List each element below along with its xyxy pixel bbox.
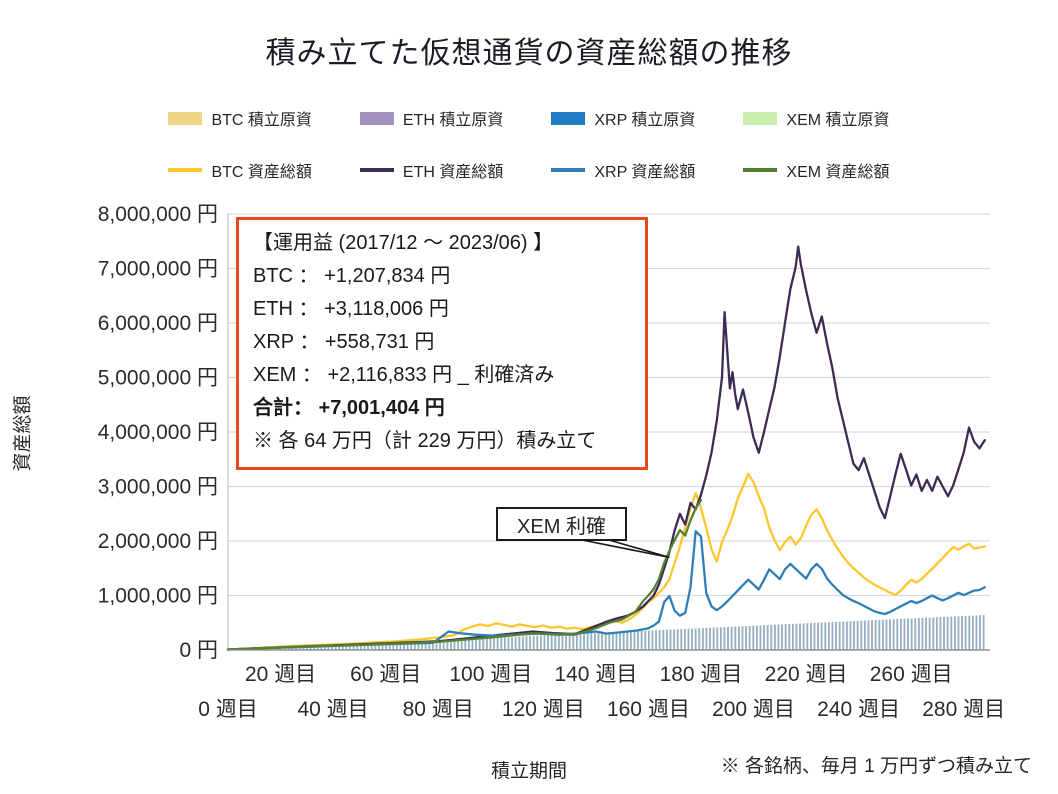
legend-item-eth-asset: ETH 資産総額: [359, 158, 504, 182]
roi-footnote: ※ 各 64 万円（計 229 万円）積み立て: [253, 430, 597, 452]
x-tick-label: 280 週目: [922, 698, 1005, 721]
legend-label-btc-principal: BTC 積立原資: [211, 112, 312, 129]
legend-item-xem-asset: XEM 資産総額: [743, 158, 890, 182]
x-tick-label: 220 週目: [765, 663, 848, 686]
legend-item-xrp-asset: XRP 資産総額: [551, 158, 695, 182]
xem-asset-swatch-icon: [743, 168, 778, 172]
y-tick-label: 5,000,000 円: [98, 367, 218, 390]
legend-row-principal: BTC 積立原資 ETH 積立原資 XRP 積立原資 XEM 積立原資: [0, 106, 1058, 130]
legend-label-xrp-principal: XRP 積立原資: [594, 112, 696, 129]
legend-label-eth-asset: ETH 資産総額: [402, 164, 504, 181]
x-tick-label: 260 週目: [870, 663, 953, 686]
x-tick-label: 140 週目: [554, 663, 637, 686]
btc-principal-swatch-icon: [168, 111, 203, 125]
xrp-asset-swatch-icon: [551, 168, 586, 172]
x-tick-label: 200 週目: [712, 698, 795, 721]
legend-label-xem-principal: XEM 積立原資: [786, 112, 890, 129]
eth-principal-swatch-icon: [359, 111, 394, 125]
xrp-principal-swatch-icon: [551, 111, 586, 125]
roi-line-eth: ETH ： +3,118,006 円: [253, 298, 449, 320]
xem-profit-taking-callout: XEM 利確: [496, 507, 627, 541]
series-line: [226, 472, 986, 651]
monthly-accumulation-note: ※ 各銘柄、毎月 1 万円ずつ積み立て: [720, 756, 1032, 777]
y-tick-label: 4,000,000 円: [98, 421, 218, 444]
legend-label-btc-asset: BTC 資産総額: [211, 164, 312, 181]
y-tick-label: 0 円: [179, 639, 218, 662]
series-line: [226, 530, 986, 651]
x-axis-title: 積立期間: [490, 761, 567, 782]
y-tick-label: 7,000,000 円: [98, 258, 218, 281]
roi-line-btc: BTC ： +1,207,834 円: [253, 265, 451, 287]
y-tick-label: 8,000,000 円: [98, 203, 218, 226]
y-axis-title: 資産総額: [12, 395, 34, 472]
legend-item-xrp-principal: XRP 積立原資: [551, 106, 695, 130]
btc-asset-swatch-icon: [168, 168, 203, 172]
legend-item-btc-asset: BTC 資産総額: [168, 158, 312, 182]
legend-label-xem-asset: XEM 資産総額: [786, 164, 890, 181]
x-tick-label: 60 週目: [350, 663, 421, 686]
legend-item-xem-principal: XEM 積立原資: [743, 106, 890, 130]
series-line: [226, 498, 703, 651]
y-tick-label: 6,000,000 円: [98, 312, 218, 335]
legend-item-btc-principal: BTC 積立原資: [168, 106, 312, 130]
roi-line-total: 合計： +7,001,404 円: [253, 397, 445, 419]
x-tick-label: 100 週目: [449, 663, 532, 686]
y-tick-label: 1,000,000 円: [98, 585, 218, 608]
roi-line-xem: XEM ： +2,116,833 円 _ 利確済み: [253, 364, 555, 386]
legend-label-xrp-asset: XRP 資産総額: [594, 164, 696, 181]
roi-annotation-box: 【運用益 (2017/12 ～ 2023/06) 】 BTC ： +1,207,…: [236, 217, 648, 470]
roi-line-xrp: XRP ： +558,731 円: [253, 331, 435, 353]
x-tick-label: 80 週目: [403, 698, 474, 721]
x-tick-label: 40 週目: [297, 698, 368, 721]
x-tick-label: 120 週目: [502, 698, 585, 721]
x-tick-label: 20 週目: [245, 663, 316, 686]
y-tick-label: 3,000,000 円: [98, 476, 218, 499]
eth-asset-swatch-icon: [359, 168, 394, 172]
x-tick-label: 240 週目: [817, 698, 900, 721]
legend-row-assets: BTC 資産総額 ETH 資産総額 XRP 資産総額 XEM 資産総額: [0, 158, 1058, 182]
xem-principal-swatch-icon: [743, 111, 778, 125]
series-line: [226, 245, 986, 651]
chart-title: 積み立てた仮想通貨の資産総額の推移: [265, 37, 793, 70]
callout-label: XEM 利確: [517, 515, 606, 538]
y-tick-label: 2,000,000 円: [98, 530, 218, 553]
x-tick-label: 180 週目: [660, 663, 743, 686]
legend-label-eth-principal: ETH 積立原資: [402, 112, 504, 129]
x-tick-label: 0 週目: [198, 698, 258, 721]
x-tick-label: 160 週目: [607, 698, 690, 721]
roi-header: 【運用益 (2017/12 ～ 2023/06) 】: [253, 232, 554, 254]
legend-item-eth-principal: ETH 積立原資: [359, 106, 504, 130]
